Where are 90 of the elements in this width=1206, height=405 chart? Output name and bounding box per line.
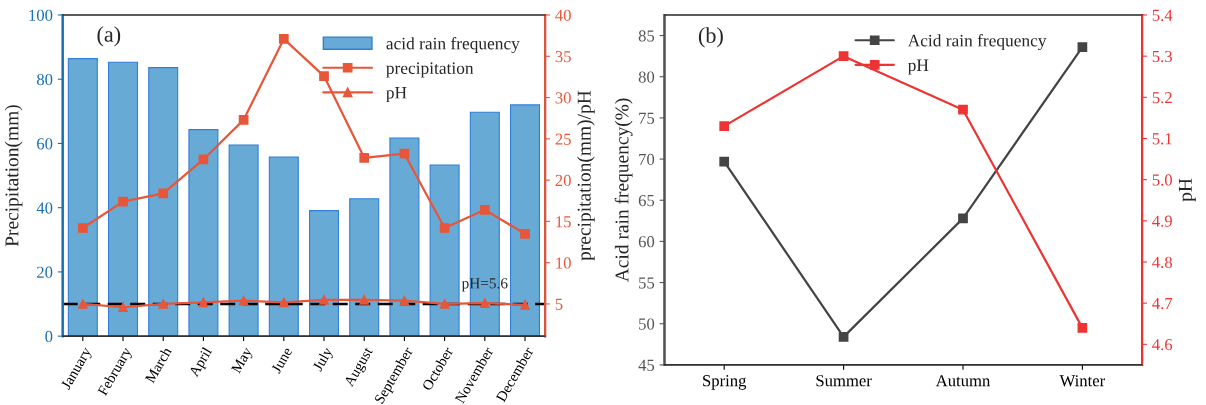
y2-tick-label: 4.9 bbox=[1152, 215, 1172, 227]
y2-axis-title: precipitation(mm)/pH bbox=[577, 90, 595, 261]
point bbox=[958, 104, 968, 115]
legend-label: precipitation bbox=[386, 62, 474, 78]
y-axis-title: Acid rain frequency(%) bbox=[614, 98, 633, 283]
point bbox=[838, 51, 849, 62]
legend-label: pH bbox=[386, 87, 407, 103]
y2-tick-label: 5.0 bbox=[1152, 174, 1172, 186]
point bbox=[158, 299, 169, 309]
y-tick-label: 65 bbox=[638, 194, 655, 207]
point bbox=[77, 223, 88, 233]
point bbox=[118, 196, 128, 207]
x-tick-label: Summer bbox=[816, 375, 872, 387]
point bbox=[439, 299, 450, 309]
bar bbox=[308, 210, 340, 337]
annotation: (b) bbox=[698, 27, 723, 48]
y-tick-label: 55 bbox=[639, 277, 655, 289]
y-tick-label: 75 bbox=[639, 112, 655, 124]
x-tick-label: Winter bbox=[1059, 375, 1106, 387]
point bbox=[719, 156, 730, 167]
y-tick-label: 20 bbox=[37, 266, 53, 278]
point bbox=[319, 71, 329, 81]
point bbox=[238, 114, 249, 125]
bar bbox=[228, 144, 259, 337]
y-tick-label: 80 bbox=[638, 71, 655, 83]
x-tick-label: July bbox=[312, 345, 336, 374]
y-tick-label: 60 bbox=[37, 138, 53, 150]
y2-tick-label: 5.4 bbox=[1152, 9, 1173, 21]
bar bbox=[429, 164, 460, 337]
y2-tick-label: 30 bbox=[555, 92, 571, 104]
bar bbox=[148, 67, 179, 337]
y-axis-title: Precipitation(mm) bbox=[4, 105, 23, 247]
point bbox=[77, 299, 88, 309]
y2-tick-label: 25 bbox=[555, 133, 571, 145]
point bbox=[118, 302, 128, 313]
legend-label: Acid rain frequency bbox=[907, 34, 1047, 51]
bar bbox=[67, 58, 98, 337]
point bbox=[278, 34, 289, 44]
y2-tick-label: 5.1 bbox=[1152, 133, 1172, 145]
legend-label: pH bbox=[907, 59, 929, 75]
point bbox=[838, 332, 849, 342]
point bbox=[520, 228, 530, 239]
bar bbox=[509, 104, 541, 337]
point bbox=[319, 294, 329, 305]
x-tick-label: Spring bbox=[703, 375, 747, 390]
x-tick-label: Autumn bbox=[935, 375, 991, 387]
y2-tick-label: 15 bbox=[556, 216, 571, 228]
y-tick-label: 70 bbox=[639, 153, 655, 166]
y-tick-label: 45 bbox=[638, 359, 655, 371]
point bbox=[359, 152, 370, 163]
y2-tick-label: 20 bbox=[555, 174, 571, 187]
y-tick-label: 60 bbox=[638, 236, 655, 248]
y2-tick-label: 5.2 bbox=[1152, 92, 1172, 104]
point bbox=[1077, 322, 1088, 333]
y2-tick-label: 10 bbox=[556, 257, 571, 269]
point bbox=[958, 213, 968, 224]
point bbox=[158, 188, 169, 199]
y-tick-label: 80 bbox=[36, 73, 53, 86]
bar bbox=[389, 137, 420, 337]
legend-label: acid rain frequency bbox=[386, 37, 520, 53]
bar bbox=[349, 198, 380, 337]
y2-tick-label: 5.3 bbox=[1152, 50, 1172, 63]
y-tick-label: 40 bbox=[36, 202, 53, 214]
point bbox=[399, 295, 410, 306]
y-tick-label: 0 bbox=[45, 330, 53, 343]
point bbox=[479, 298, 490, 308]
point bbox=[520, 299, 530, 310]
point bbox=[399, 148, 410, 159]
y2-tick-label: 4.6 bbox=[1152, 339, 1173, 351]
y2-tick-label: 4.8 bbox=[1152, 256, 1172, 269]
bar bbox=[107, 61, 139, 337]
point bbox=[359, 294, 370, 305]
y2-tick-label: 35 bbox=[555, 51, 571, 63]
y-tick-label: 85 bbox=[638, 30, 655, 42]
y2-tick-label: 5 bbox=[555, 298, 563, 310]
point bbox=[719, 121, 730, 131]
point bbox=[439, 223, 450, 233]
y2-axis-title: pH bbox=[1178, 178, 1196, 202]
point bbox=[1077, 42, 1088, 52]
y-tick-label: 100 bbox=[29, 9, 53, 21]
point bbox=[238, 295, 249, 306]
point bbox=[198, 297, 209, 308]
bar bbox=[268, 156, 299, 337]
point bbox=[479, 204, 490, 215]
y-tick-label: 50 bbox=[639, 318, 655, 330]
y2-tick-label: 40 bbox=[555, 9, 571, 21]
point bbox=[278, 297, 289, 308]
annotation: (a) bbox=[97, 26, 121, 47]
y2-tick-label: 4.7 bbox=[1152, 297, 1173, 310]
bar bbox=[188, 129, 219, 337]
